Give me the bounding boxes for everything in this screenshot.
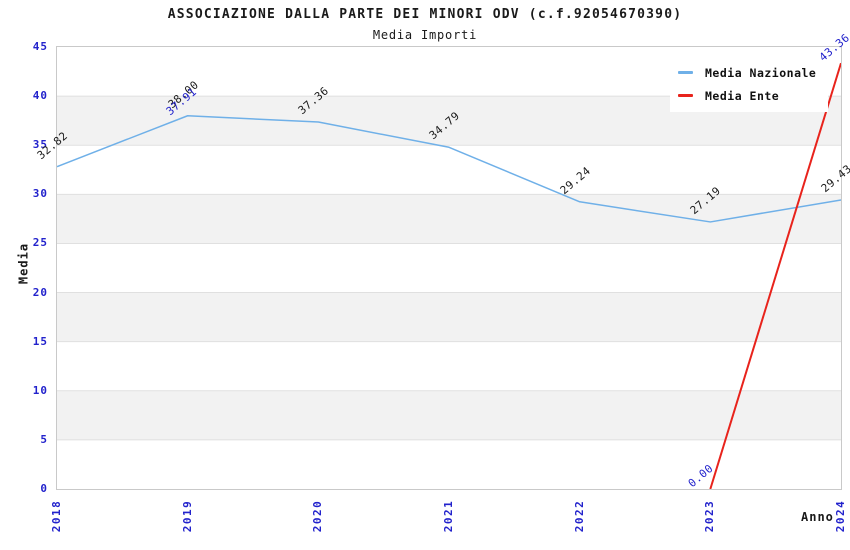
y-tick-label: 25 bbox=[32, 236, 48, 250]
x-tick-label: 2024 bbox=[834, 499, 847, 533]
x-tick-label: 2019 bbox=[180, 499, 194, 533]
x-tick-label: 2022 bbox=[572, 499, 586, 533]
series-line-media-ente bbox=[709, 62, 842, 490]
y-tick-label: 35 bbox=[32, 138, 48, 152]
legend-label-media-nazionale: Media Nazionale bbox=[705, 65, 817, 80]
legend-item-media-ente: Media Ente bbox=[678, 84, 816, 107]
y-tick-label: 15 bbox=[32, 334, 48, 348]
y-tick-label: 45 bbox=[32, 40, 48, 53]
legend-swatch-media-nazionale bbox=[678, 71, 693, 74]
x-tick-label: 2020 bbox=[311, 499, 325, 533]
band-row bbox=[57, 390, 841, 440]
y-tick-label: 5 bbox=[40, 432, 48, 446]
x-axis-title: Anno bbox=[801, 510, 834, 524]
x-tick-label: 2023 bbox=[703, 499, 717, 533]
legend-label-media-ente: Media Ente bbox=[705, 88, 780, 103]
legend-swatch-media-ente bbox=[678, 94, 693, 97]
y-tick-label: 30 bbox=[32, 187, 48, 201]
y-tick-label: 10 bbox=[32, 383, 48, 397]
chart-subtitle: Media Importi bbox=[372, 28, 478, 42]
plot-area bbox=[56, 46, 842, 490]
x-tick-label: 2021 bbox=[442, 499, 455, 533]
legend: Media Nazionale Media Ente bbox=[670, 56, 829, 112]
series-line-media-nazionale bbox=[56, 115, 842, 223]
band-row bbox=[57, 194, 841, 244]
y-tick-label: 0 bbox=[40, 482, 48, 495]
plot-svg bbox=[56, 62, 842, 490]
y-tick-label: 40 bbox=[32, 89, 48, 103]
chart-title: ASSOCIAZIONE DALLA PARTE DEI MINORI ODV … bbox=[167, 7, 683, 22]
legend-item-media-nazionale: Media Nazionale bbox=[678, 61, 816, 84]
x-tick-label: 2018 bbox=[50, 499, 63, 533]
y-tick-label: 20 bbox=[32, 285, 48, 299]
band-row bbox=[57, 292, 841, 342]
